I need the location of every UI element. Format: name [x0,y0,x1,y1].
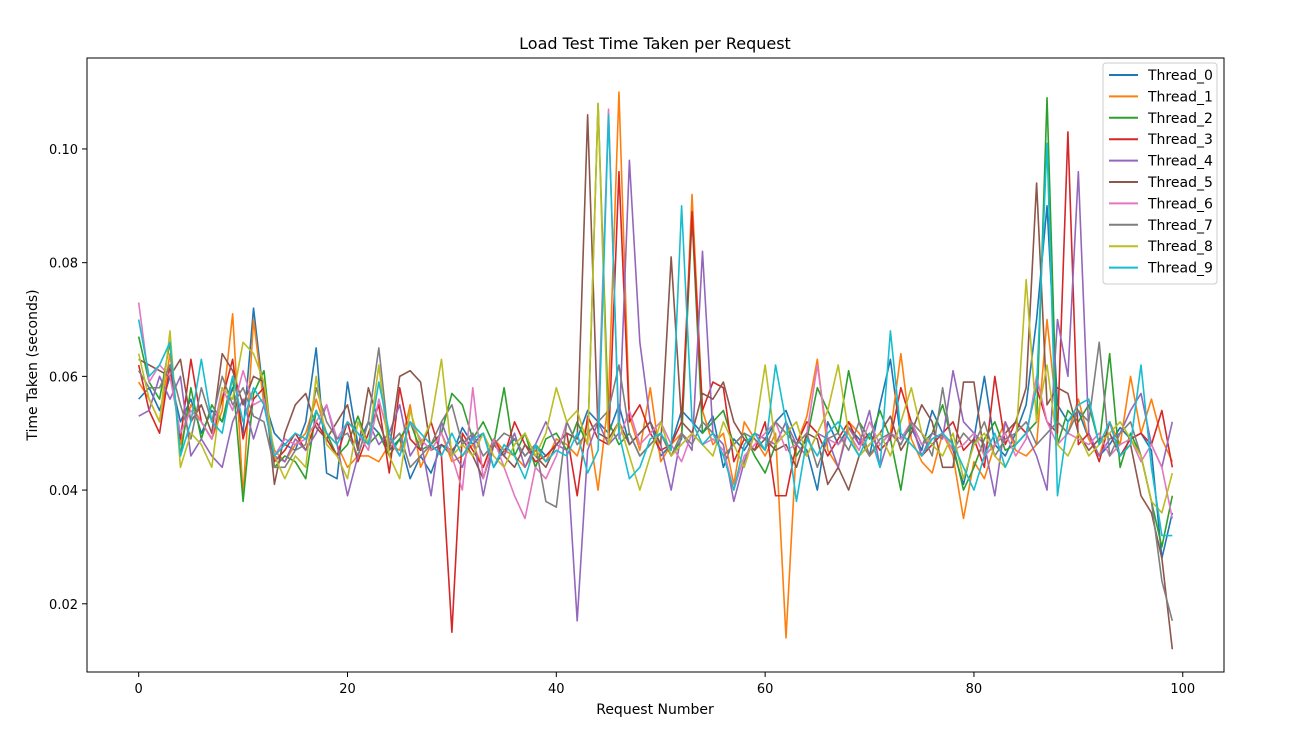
plot-frame [86,57,1225,673]
y-tick-label: 0.02 [49,598,78,613]
series-line-thread-8 [137,102,1174,514]
y-tick-label: 0.04 [49,484,78,499]
y-tick-label: 0.10 [49,143,78,158]
legend-label: Thread_3 [1147,132,1213,148]
axes-layer: 0 20 40 60 80 100 0.02 0.04 0.06 0.08 0.10 [49,143,1195,697]
x-axis-label: Request Number [596,702,714,718]
series-layer [137,91,1174,650]
series-line-thread-9 [137,114,1173,537]
x-tick-label: 60 [757,682,774,697]
series-line-thread-3 [137,131,1174,634]
y-axis-label: Time Taken (seconds) [25,289,41,441]
x-tick-label: 80 [966,682,983,697]
y-tick-label: 0.06 [49,370,78,385]
legend-label: Thread_8 [1147,239,1213,255]
legend-label: Thread_1 [1147,89,1213,105]
legend-label: Thread_6 [1147,196,1213,212]
series-line-thread-6 [137,108,1174,520]
chart-title: Load Test Time Taken per Request [519,34,791,53]
legend-label: Thread_5 [1147,175,1213,191]
legend-label: Thread_9 [1147,261,1213,277]
x-tick-label: 100 [1170,682,1195,697]
legend-label: Thread_0 [1147,68,1213,84]
legend: Thread_0 Thread_1 Thread_2 Thread_3 Thread_4… [1102,62,1218,285]
legend-label: Thread_2 [1147,111,1213,127]
x-tick-label: 40 [548,682,565,697]
y-tick-label: 0.08 [49,257,78,272]
legend-label: Thread_7 [1147,218,1213,234]
legend-label: Thread_4 [1147,154,1213,170]
x-tick-label: 20 [339,682,356,697]
x-tick-label: 0 [135,682,143,697]
